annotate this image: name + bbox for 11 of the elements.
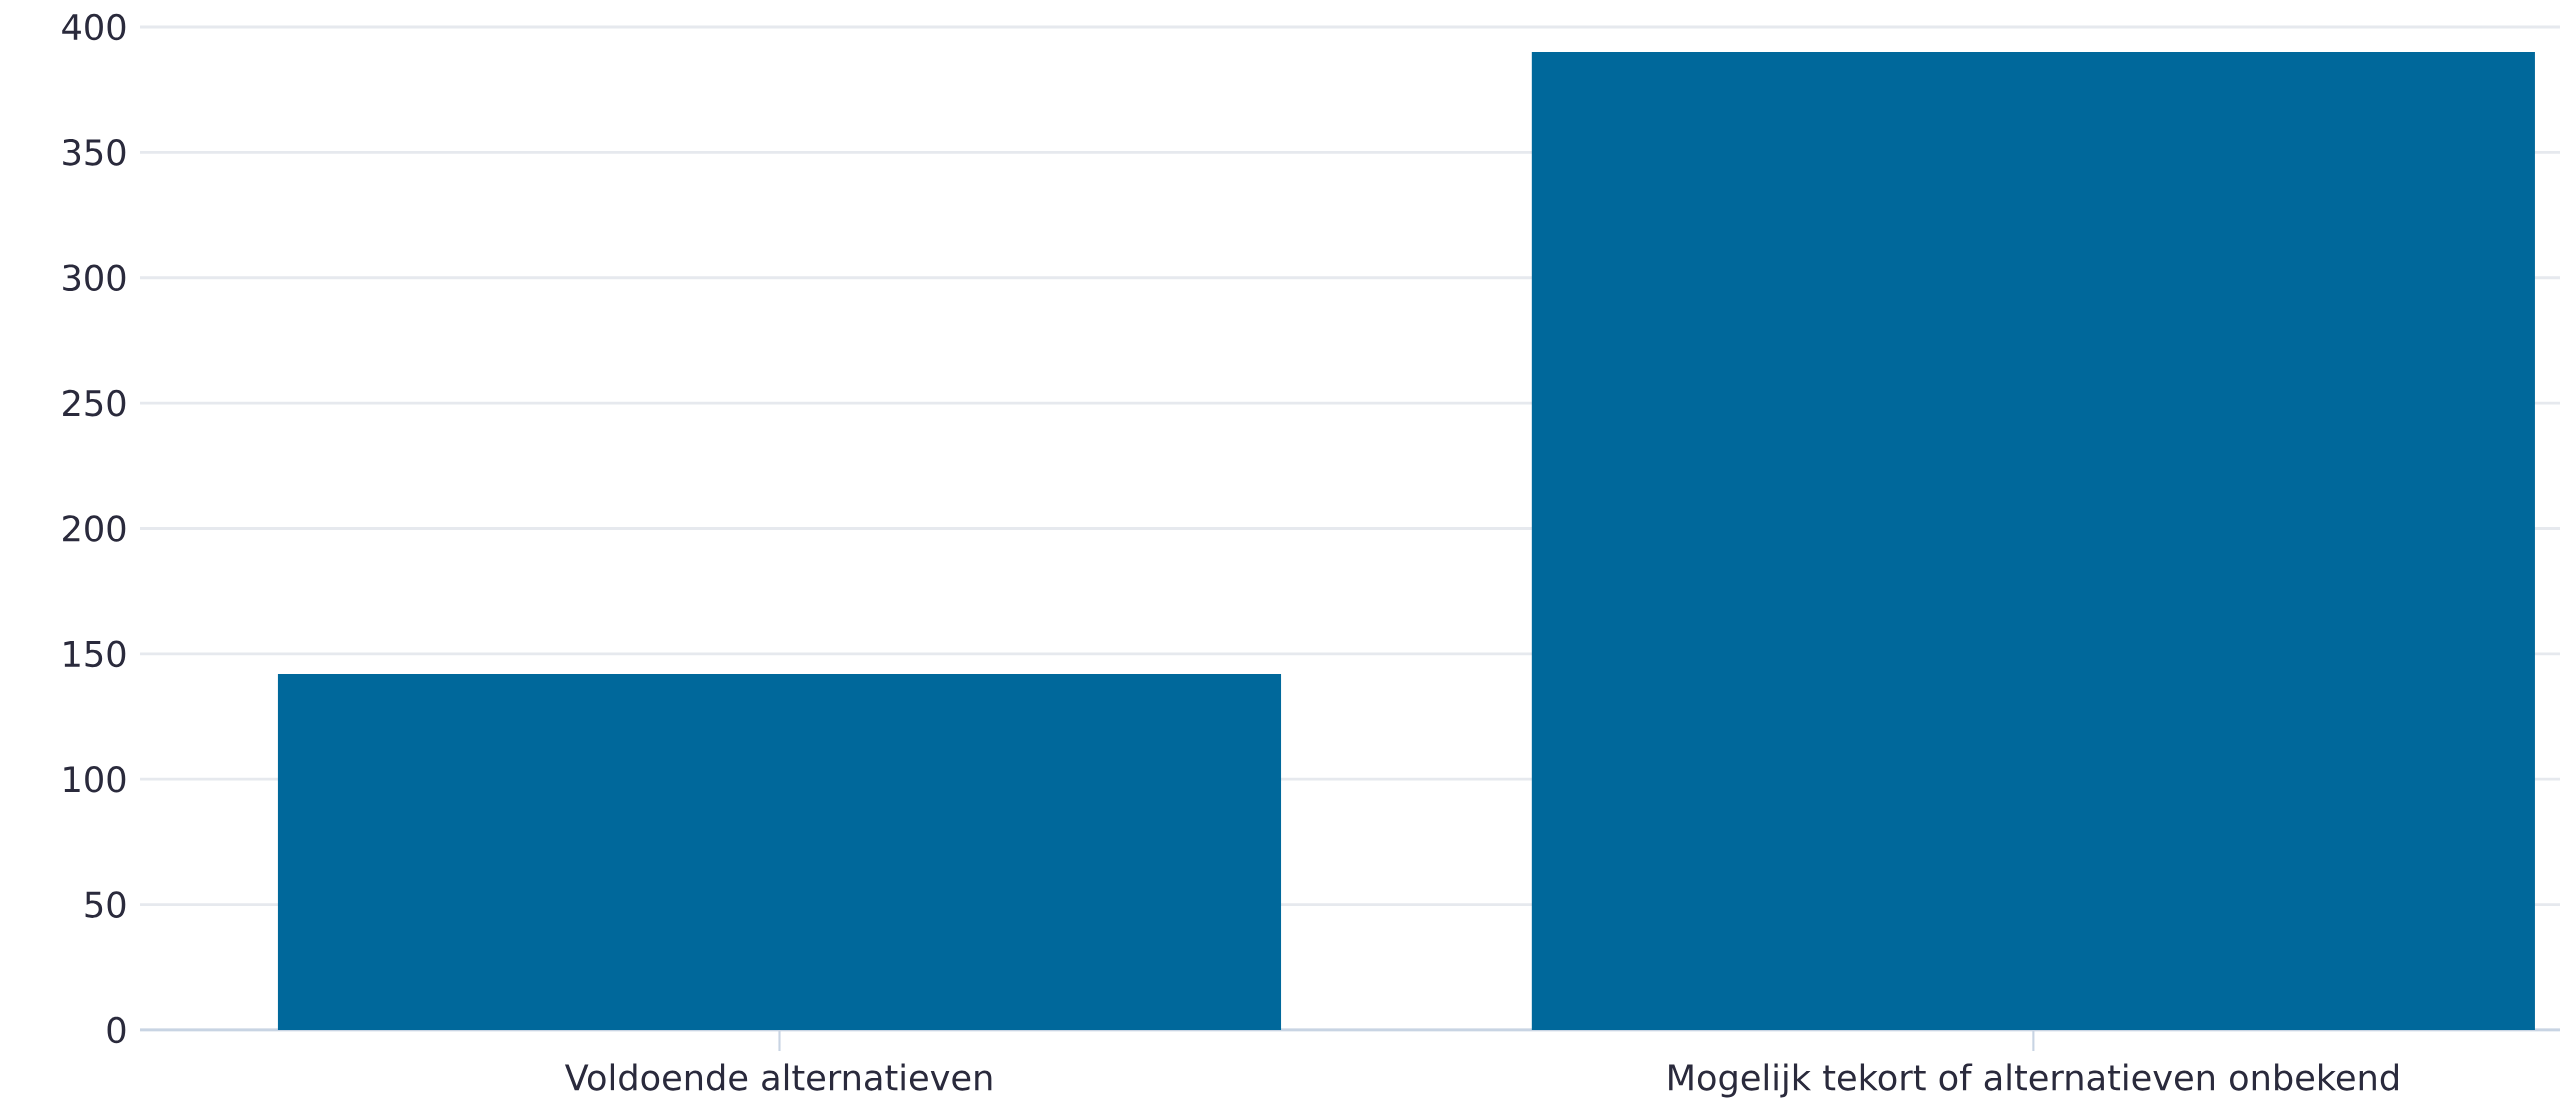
x-tick-label: Voldoende alternatieven (564, 1063, 992, 1091)
x-tick-label: Mogelijk tekort of alternatieven onbekend (1669, 1063, 2398, 1098)
y-tick-label: 150 (64, 640, 126, 668)
y-tick-label: 100 (64, 765, 126, 793)
y-tick-label: 250 (63, 389, 126, 417)
y-tick-label: 200 (63, 515, 126, 542)
y-tick-label: 0 (107, 1016, 126, 1044)
y-tick-label: 400 (62, 13, 126, 41)
y-tick-label: 350 (63, 139, 126, 166)
y-tick-label: 300 (63, 264, 126, 292)
y-tick-label: 50 (85, 891, 126, 918)
